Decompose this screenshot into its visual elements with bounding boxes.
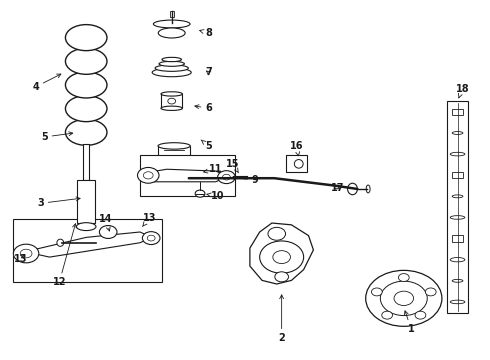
Circle shape	[143, 231, 160, 244]
Ellipse shape	[57, 239, 64, 246]
Ellipse shape	[66, 72, 107, 98]
Polygon shape	[250, 223, 314, 284]
Ellipse shape	[450, 300, 465, 304]
Bar	[452, 109, 464, 115]
Circle shape	[371, 288, 382, 296]
Text: 13: 13	[14, 254, 27, 264]
Ellipse shape	[155, 65, 188, 71]
Circle shape	[275, 272, 289, 282]
Bar	[452, 172, 464, 178]
Circle shape	[366, 270, 442, 326]
Circle shape	[394, 291, 414, 306]
Circle shape	[195, 190, 205, 197]
Text: 1: 1	[404, 311, 415, 334]
Ellipse shape	[452, 195, 463, 198]
Polygon shape	[145, 169, 228, 182]
Ellipse shape	[366, 185, 370, 193]
Bar	[158, 146, 190, 169]
Text: 6: 6	[195, 103, 212, 113]
Ellipse shape	[153, 20, 190, 28]
Circle shape	[138, 167, 159, 183]
Text: 5: 5	[201, 140, 212, 151]
Circle shape	[99, 226, 117, 238]
Circle shape	[268, 227, 286, 240]
Bar	[77, 180, 95, 223]
Polygon shape	[25, 232, 152, 257]
Circle shape	[382, 311, 392, 319]
Text: 7: 7	[205, 67, 212, 77]
Text: 3: 3	[37, 197, 80, 208]
Circle shape	[398, 274, 409, 282]
Ellipse shape	[76, 132, 96, 135]
Bar	[76, 128, 96, 134]
Text: 5: 5	[41, 132, 73, 142]
Circle shape	[425, 288, 436, 296]
Ellipse shape	[66, 48, 107, 74]
Circle shape	[144, 172, 153, 179]
Text: 15: 15	[226, 159, 240, 173]
Ellipse shape	[158, 143, 190, 149]
Bar	[170, 12, 173, 17]
Bar	[161, 94, 182, 108]
Circle shape	[222, 174, 230, 180]
Text: 4: 4	[32, 74, 61, 92]
Circle shape	[380, 281, 427, 316]
Circle shape	[273, 251, 291, 264]
Ellipse shape	[66, 24, 107, 51]
Text: 18: 18	[456, 84, 469, 98]
Text: 9: 9	[232, 175, 258, 185]
Bar	[140, 155, 235, 196]
Ellipse shape	[162, 57, 181, 62]
Ellipse shape	[452, 279, 463, 282]
Bar	[83, 144, 89, 180]
Ellipse shape	[450, 216, 465, 219]
Ellipse shape	[161, 92, 182, 96]
Bar	[13, 220, 162, 282]
Ellipse shape	[450, 257, 465, 262]
Text: 2: 2	[278, 295, 285, 343]
Text: 17: 17	[331, 183, 344, 193]
Text: 14: 14	[99, 215, 113, 231]
Ellipse shape	[66, 119, 107, 145]
Ellipse shape	[161, 106, 182, 111]
Circle shape	[20, 249, 32, 258]
Ellipse shape	[158, 28, 185, 38]
Text: 16: 16	[290, 141, 303, 156]
Ellipse shape	[294, 159, 303, 168]
Circle shape	[218, 171, 235, 184]
Ellipse shape	[66, 96, 107, 122]
Circle shape	[260, 241, 304, 273]
Bar	[452, 235, 464, 242]
Text: 8: 8	[200, 28, 212, 38]
Bar	[286, 155, 307, 172]
Ellipse shape	[159, 61, 184, 66]
Text: 13: 13	[143, 213, 156, 226]
Ellipse shape	[152, 68, 191, 77]
Circle shape	[415, 311, 426, 319]
Text: 10: 10	[207, 191, 225, 201]
Ellipse shape	[347, 183, 357, 195]
Ellipse shape	[76, 223, 96, 230]
Circle shape	[168, 98, 175, 104]
Ellipse shape	[450, 152, 465, 156]
Bar	[447, 101, 468, 313]
Ellipse shape	[158, 166, 190, 172]
Text: 11: 11	[204, 164, 222, 174]
Ellipse shape	[73, 126, 99, 130]
Text: 12: 12	[52, 224, 76, 287]
Circle shape	[13, 244, 39, 263]
Circle shape	[147, 235, 155, 241]
Ellipse shape	[452, 131, 463, 134]
